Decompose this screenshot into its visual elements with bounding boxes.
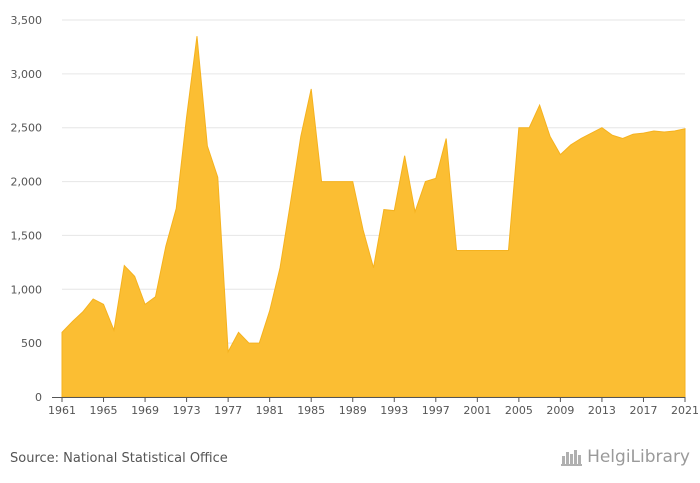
y-tick-label: 1,000 <box>11 283 43 296</box>
y-tick-label: 1,500 <box>11 229 43 242</box>
x-tick-label: 1985 <box>297 404 325 417</box>
x-tick-label: 2017 <box>629 404 657 417</box>
x-tick-label: 1993 <box>380 404 408 417</box>
y-tick-label: 500 <box>21 337 42 350</box>
y-axis-ticks: 0 500 1,000 1,500 2,000 2,500 3,000 3,500 <box>11 14 43 404</box>
x-axis-ticks: 1961 1965 1969 1973 1977 1981 1985 1989 1993 1997… <box>48 397 699 417</box>
series-area <box>61 36 686 398</box>
logo-name: Helgi <box>587 447 631 467</box>
x-tick-label: 2021 <box>671 404 699 417</box>
x-tick-label: 1973 <box>173 404 201 417</box>
helgi-library-logo-icon <box>561 450 583 466</box>
source-note: Source: National Statistical Office <box>10 451 228 466</box>
x-tick-label: 2005 <box>505 404 533 417</box>
y-tick-label: 2,500 <box>11 122 43 135</box>
footer: Source: National Statistical Office Helg… <box>0 445 700 483</box>
x-tick-label: 2013 <box>588 404 616 417</box>
x-tick-label: 2009 <box>546 404 574 417</box>
x-tick-label: 1981 <box>256 404 284 417</box>
x-tick-label: 2001 <box>463 404 491 417</box>
x-tick-label: 1969 <box>131 404 159 417</box>
x-tick-label: 1989 <box>339 404 367 417</box>
logo-suffix: Library <box>630 447 690 467</box>
y-tick-label: 2,000 <box>11 176 43 189</box>
x-tick-label: 1997 <box>422 404 450 417</box>
x-tick-label: 1965 <box>90 404 118 417</box>
helgi-library-logo[interactable]: Helgi Library <box>561 447 690 467</box>
x-tick-label: 1961 <box>48 404 76 417</box>
y-tick-label: 3,000 <box>11 68 43 81</box>
y-tick-label: 3,500 <box>11 14 43 27</box>
x-tick-label: 1977 <box>214 404 242 417</box>
y-tick-label: 0 <box>35 391 42 404</box>
